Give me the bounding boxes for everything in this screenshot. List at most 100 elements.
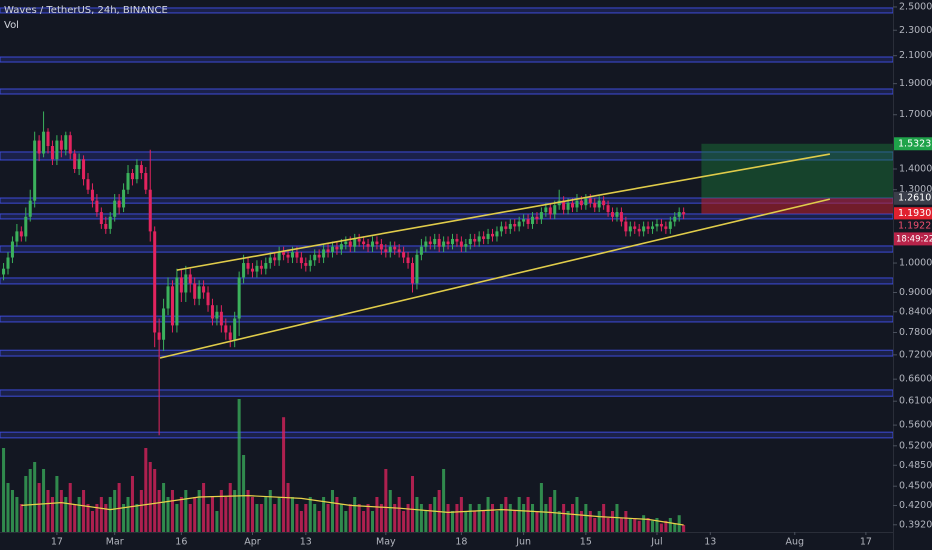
volume-bar: [651, 520, 655, 532]
volume-bar: [464, 511, 468, 532]
candle-body: [628, 226, 632, 232]
volume-bar: [224, 497, 228, 532]
candle-body: [28, 200, 32, 217]
y-tick-label: 1.4000: [899, 164, 932, 175]
candle-body: [313, 254, 317, 261]
candle-body: [206, 292, 210, 306]
candle-body: [535, 216, 539, 220]
candle-body: [219, 311, 223, 326]
candle-body: [348, 241, 352, 247]
candle-body: [273, 257, 277, 261]
volume-bar: [526, 497, 530, 532]
y-tick-label: 0.7200: [899, 349, 932, 360]
volume-bar: [362, 511, 366, 532]
last-price-label-box: [894, 219, 932, 233]
volume-bar: [82, 490, 86, 532]
volume-bar: [330, 490, 334, 532]
volume-bar: [682, 525, 686, 532]
candle-body: [464, 244, 468, 247]
volume-bar: [442, 469, 446, 532]
candle-body: [295, 252, 299, 258]
volume-bar: [326, 504, 330, 532]
volume-ma-line: [21, 494, 684, 526]
volume-bar: [6, 483, 10, 532]
volume-bar: [64, 497, 68, 532]
candle-body: [42, 131, 46, 154]
volume-bar: [126, 497, 130, 532]
volume-bar: [419, 504, 423, 532]
candle-body: [113, 200, 117, 217]
countdown-box: [894, 232, 932, 246]
volume-bar: [459, 497, 463, 532]
volume-bar: [424, 511, 428, 532]
candle-body: [73, 153, 77, 170]
candle-body: [170, 286, 174, 326]
volume-bar: [197, 490, 201, 532]
volume-bar: [624, 511, 628, 532]
volume-bar: [86, 504, 90, 532]
candle-body: [282, 252, 286, 255]
candle-body: [290, 252, 294, 258]
candle-body: [339, 244, 343, 250]
candle-body: [117, 200, 121, 208]
volume-bar: [490, 504, 495, 532]
volume-bar: [335, 497, 339, 532]
volume-bar: [2, 448, 6, 532]
target-label: 1.5323: [898, 138, 931, 149]
candle-body: [379, 244, 383, 250]
candle-body: [388, 246, 392, 253]
candle-body: [10, 241, 14, 258]
candle-body: [246, 263, 250, 269]
volume-bar: [175, 504, 179, 532]
volume-bar: [259, 504, 263, 532]
stop-label: 1.1930: [898, 208, 931, 219]
volume-bar: [348, 504, 352, 532]
volume-bar: [90, 511, 94, 532]
candle-body: [490, 233, 495, 237]
volume-bar: [379, 504, 383, 532]
candle-body: [526, 219, 530, 224]
candle-body: [539, 212, 543, 220]
candle-body: [242, 263, 246, 278]
candle-body: [104, 223, 108, 229]
candle-body: [597, 200, 601, 208]
x-tick-label: Mar: [106, 537, 124, 548]
candle-body: [668, 221, 672, 229]
volume-bar: [282, 417, 286, 532]
zone: [0, 245, 894, 253]
volume-bar: [402, 511, 406, 532]
candle-body: [410, 263, 415, 284]
y-tick-label: 0.6600: [899, 374, 932, 385]
candle-body: [304, 263, 308, 266]
y-tick-label: 1.3000: [899, 184, 932, 195]
candle-body: [637, 228, 641, 232]
volume-bar: [393, 504, 397, 532]
candle-body: [59, 140, 63, 150]
candle-body: [317, 254, 321, 258]
volume-bar: [611, 511, 615, 532]
volume-bar: [68, 483, 72, 532]
candle-body: [188, 274, 192, 284]
candle-body: [477, 236, 481, 242]
volume-bar: [535, 511, 539, 532]
candle-body: [6, 257, 10, 269]
volume-bar: [370, 511, 375, 532]
candle-body: [259, 265, 263, 269]
candle-body: [482, 236, 486, 239]
volume-bar: [264, 497, 268, 532]
volume-bar: [99, 497, 103, 532]
candle-body: [202, 286, 206, 293]
candle-body: [468, 238, 472, 245]
candle-body: [122, 189, 126, 208]
candle-body: [366, 244, 370, 247]
candle-body: [95, 200, 99, 213]
stop-label-box: [894, 207, 932, 221]
volume-bar: [539, 483, 543, 532]
candle-body: [264, 263, 268, 269]
volume-bar: [473, 511, 477, 532]
zone: [0, 277, 894, 285]
candle-body: [139, 165, 143, 174]
volume-bar: [482, 511, 486, 532]
candle-body: [642, 226, 646, 232]
